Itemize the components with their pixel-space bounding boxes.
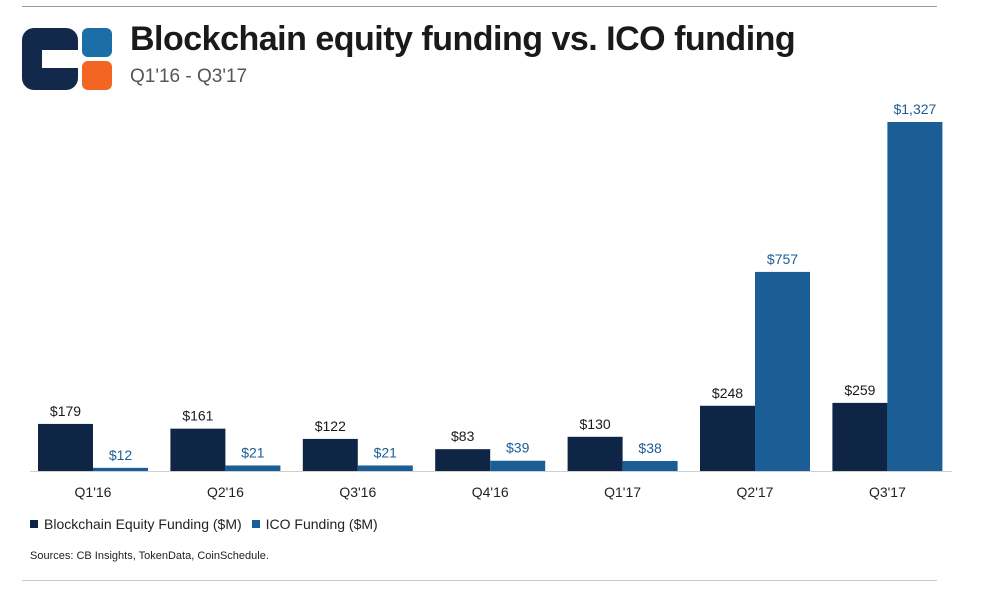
data-label-equity-5: $130 (580, 416, 611, 432)
data-label-equity-7: $259 (844, 382, 875, 398)
chart-subtitle: Q1'16 - Q3'17 (130, 66, 248, 87)
chart-title: Blockchain equity funding vs. ICO fundin… (130, 20, 796, 58)
bar-equity-3 (302, 438, 358, 471)
bar-ico-4 (490, 460, 546, 471)
funding-bar-chart: $179 $12 Q1'16 $161 $21 Q2'16 $122 $21 Q3'16 $83 $… (30, 101, 952, 500)
bar-equity-7 (832, 402, 888, 471)
data-label-ico-4: $39 (506, 440, 530, 456)
legend-label-ico: ICO Funding ($M) (265, 516, 378, 532)
x-tick-label-3: Q3'16 (339, 484, 376, 500)
data-label-equity-2: $161 (182, 408, 213, 424)
bar-equity-1 (38, 423, 93, 471)
bar-ico-1 (93, 467, 148, 471)
data-label-equity-6: $248 (712, 385, 743, 401)
bottom-divider (22, 580, 937, 581)
data-label-ico-5: $38 (638, 440, 662, 456)
bar-ico-3 (357, 465, 413, 471)
cb-insights-logo (22, 28, 112, 90)
bar-equity-2 (170, 428, 226, 471)
legend-swatch-equity (30, 520, 38, 528)
x-tick-label-6: Q2'17 (737, 484, 774, 500)
bar-ico-7 (887, 122, 943, 471)
top-divider (22, 6, 937, 7)
bar-ico-5 (622, 461, 678, 471)
data-label-ico-3: $21 (374, 444, 398, 460)
legend-label-equity: Blockchain Equity Funding ($M) (44, 516, 242, 532)
bar-ico-6 (755, 271, 810, 471)
bar-equity-5 (567, 436, 623, 471)
data-label-ico-6: $757 (767, 251, 798, 267)
bar-equity-4 (435, 449, 491, 471)
data-label-ico-7: $1,327 (893, 101, 936, 117)
data-label-equity-1: $179 (50, 403, 81, 419)
x-tick-label-7: Q3'17 (869, 484, 906, 500)
bar-equity-6 (700, 405, 755, 471)
data-label-ico-2: $21 (241, 444, 265, 460)
data-label-equity-3: $122 (315, 418, 346, 434)
bar-ico-2 (225, 465, 281, 471)
x-tick-label-1: Q1'16 (75, 484, 112, 500)
logo-blue-block (82, 28, 112, 57)
legend-item-ico: ICO Funding ($M) (251, 516, 378, 532)
data-label-equity-4: $83 (451, 428, 475, 444)
legend-swatch-ico (251, 520, 260, 528)
chart-legend: Blockchain Equity Funding ($M) ICO Fundi… (30, 516, 388, 532)
source-note: Sources: CB Insights, TokenData, CoinSch… (30, 550, 269, 562)
data-label-ico-1: $12 (109, 447, 133, 463)
x-tick-label-2: Q2'16 (207, 484, 244, 500)
legend-item-equity: Blockchain Equity Funding ($M) (30, 516, 242, 532)
logo-orange-block (82, 61, 112, 90)
x-tick-label-4: Q4'16 (472, 484, 509, 500)
x-tick-label-5: Q1'17 (604, 484, 641, 500)
